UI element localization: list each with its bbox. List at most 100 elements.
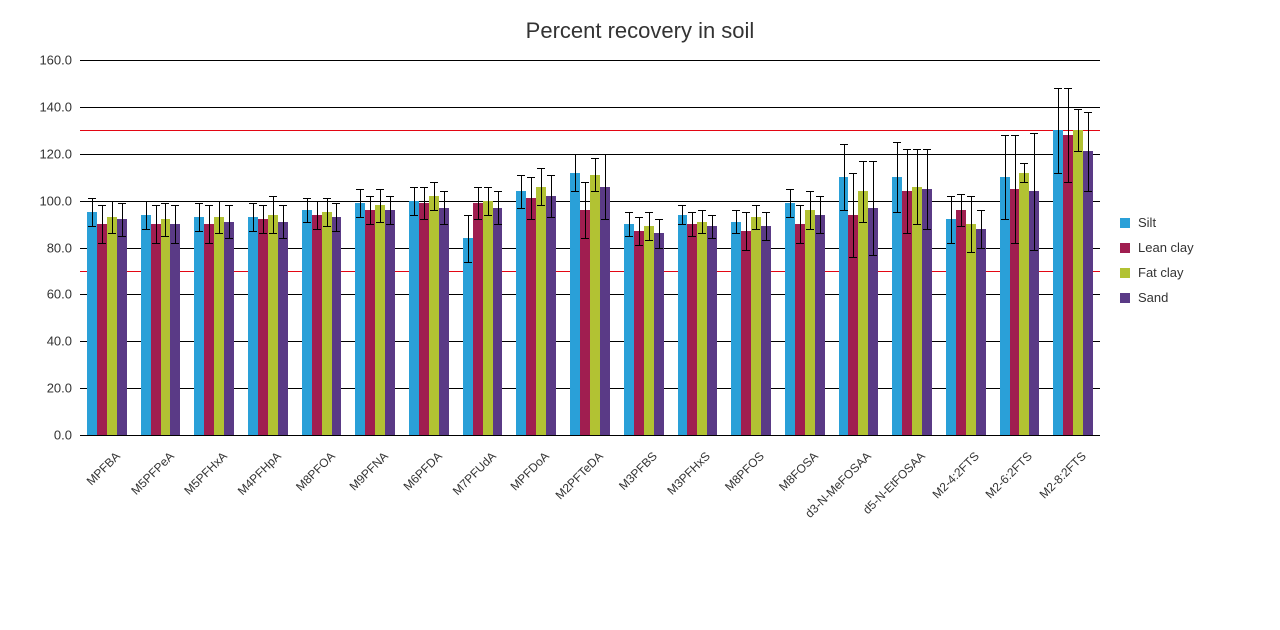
- error-bar: [951, 196, 952, 243]
- plot-area: 0.020.040.060.080.0100.0120.0140.0160.0M…: [80, 60, 1100, 435]
- bar: [463, 238, 473, 435]
- error-bar: [317, 201, 318, 229]
- error-cap: [356, 189, 364, 190]
- error-cap: [581, 238, 589, 239]
- bar: [741, 231, 751, 435]
- error-bar: [863, 161, 864, 222]
- error-cap: [645, 212, 653, 213]
- error-cap: [591, 158, 599, 159]
- error-bar: [1024, 163, 1025, 182]
- bar: [204, 224, 214, 435]
- error-cap: [420, 187, 428, 188]
- error-cap: [957, 194, 965, 195]
- error-bar: [434, 182, 435, 210]
- bar: [644, 226, 654, 435]
- bar: [97, 224, 107, 435]
- bar: [956, 210, 966, 435]
- bar: [805, 210, 815, 435]
- bar: [224, 222, 234, 435]
- error-cap: [796, 205, 804, 206]
- legend-label: Sand: [1138, 290, 1168, 305]
- error-bar: [907, 149, 908, 233]
- error-cap: [356, 217, 364, 218]
- error-cap: [977, 210, 985, 211]
- error-cap: [1020, 182, 1028, 183]
- error-bar: [370, 196, 371, 224]
- error-cap: [142, 229, 150, 230]
- y-tick-label: 20.0: [30, 381, 72, 396]
- error-bar: [981, 210, 982, 248]
- error-cap: [1064, 182, 1072, 183]
- y-tick-label: 60.0: [30, 287, 72, 302]
- bar: [815, 215, 825, 435]
- x-tick-label: M5PFHxA: [182, 449, 231, 498]
- error-cap: [1054, 88, 1062, 89]
- error-cap: [601, 154, 609, 155]
- error-cap: [279, 205, 287, 206]
- error-bar: [521, 175, 522, 208]
- x-tick-label: M2-4:2FTS: [929, 449, 981, 501]
- bar: [1019, 173, 1029, 436]
- error-cap: [678, 224, 686, 225]
- error-bar: [488, 187, 489, 215]
- error-bar: [873, 161, 874, 255]
- error-cap: [742, 250, 750, 251]
- x-tick-label: M6PFDA: [401, 449, 445, 493]
- error-cap: [913, 224, 921, 225]
- error-cap: [366, 224, 374, 225]
- error-bar: [219, 201, 220, 234]
- error-cap: [1001, 135, 1009, 136]
- error-cap: [474, 187, 482, 188]
- bar: [858, 191, 868, 435]
- bar: [590, 175, 600, 435]
- error-cap: [786, 189, 794, 190]
- error-bar: [961, 194, 962, 227]
- error-bar: [263, 205, 264, 233]
- y-tick-label: 80.0: [30, 240, 72, 255]
- bar: [107, 217, 117, 435]
- bar: [483, 201, 493, 435]
- legend-swatch: [1120, 293, 1130, 303]
- error-cap: [279, 238, 287, 239]
- bar: [570, 173, 580, 436]
- error-cap: [869, 161, 877, 162]
- error-cap: [161, 236, 169, 237]
- bar: [439, 208, 449, 435]
- error-cap: [430, 182, 438, 183]
- error-bar: [927, 149, 928, 229]
- error-bar: [575, 154, 576, 192]
- error-cap: [313, 229, 321, 230]
- error-cap: [655, 248, 663, 249]
- error-cap: [708, 215, 716, 216]
- error-bar: [380, 189, 381, 222]
- error-cap: [859, 222, 867, 223]
- error-bar: [327, 198, 328, 226]
- error-cap: [323, 226, 331, 227]
- bar: [678, 215, 688, 435]
- error-cap: [225, 205, 233, 206]
- y-tick-label: 160.0: [30, 53, 72, 68]
- error-cap: [840, 144, 848, 145]
- error-cap: [313, 201, 321, 202]
- error-cap: [430, 210, 438, 211]
- error-cap: [655, 219, 663, 220]
- error-bar: [390, 196, 391, 224]
- error-bar: [531, 177, 532, 219]
- error-bar: [424, 187, 425, 220]
- bar: [194, 217, 204, 435]
- error-bar: [585, 182, 586, 238]
- bar: [302, 210, 312, 435]
- bar: [580, 210, 590, 435]
- bar: [654, 233, 664, 435]
- bar: [278, 222, 288, 435]
- error-bar: [165, 203, 166, 236]
- bar: [526, 198, 536, 435]
- error-cap: [215, 233, 223, 234]
- error-cap: [527, 219, 535, 220]
- error-cap: [195, 231, 203, 232]
- error-cap: [786, 217, 794, 218]
- bar: [634, 231, 644, 435]
- error-bar: [175, 205, 176, 243]
- error-cap: [474, 219, 482, 220]
- error-cap: [440, 224, 448, 225]
